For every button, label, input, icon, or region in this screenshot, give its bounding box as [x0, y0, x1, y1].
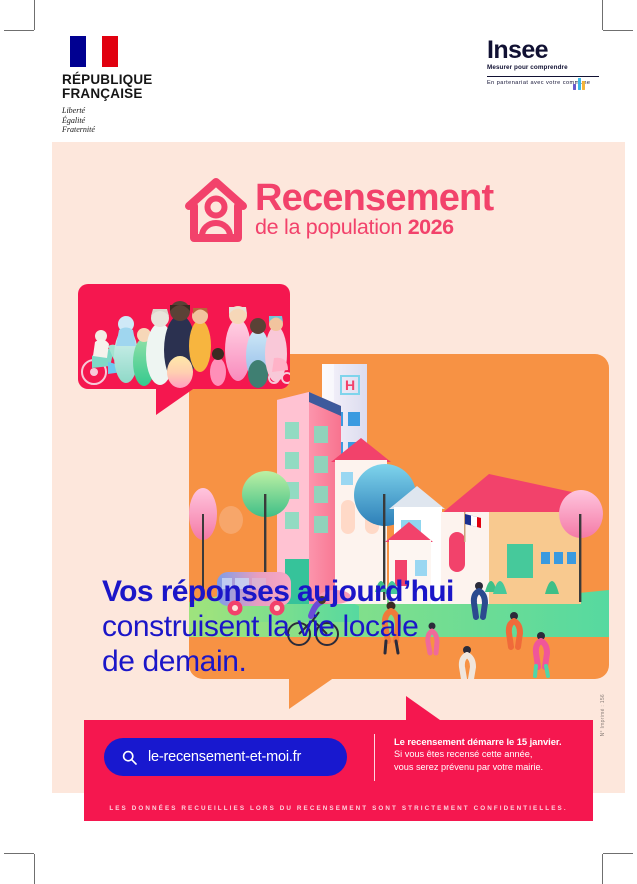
brand-text: Recensement de la population 2026	[255, 177, 494, 239]
campaign-info: Le recensement démarre le 15 janvier. Si…	[394, 735, 589, 773]
campaign-note-line-1: Si vous êtes recensé cette année,	[394, 749, 533, 759]
headline: Vos réponses aujourd’hui construisent la…	[102, 574, 572, 679]
brand-subtitle: de la population 2026	[255, 216, 493, 239]
cta-banner: le-recensement-et-moi.fr Le recensement …	[84, 696, 593, 795]
city-illustration: H	[189, 354, 609, 679]
headline-line-2: construisent la vie locale	[102, 610, 419, 643]
french-flag-icon	[70, 36, 118, 67]
people-speech-bubble	[78, 284, 290, 415]
svg-text:H: H	[345, 377, 355, 393]
insee-partner-line: En partenariat avec votre commune	[487, 80, 591, 86]
print-credit: N° Imprimé : 156	[600, 694, 606, 737]
crop-mark-top-left-v	[34, 0, 35, 30]
headline-line-1: Vos réponses aujourd’hui	[102, 575, 454, 608]
crop-mark-top-right-h	[603, 30, 633, 31]
insee-bars-icon	[573, 77, 587, 90]
motto-liberte: Liberté	[62, 106, 86, 115]
insee-tagline: Mesurer pour comprendre	[487, 64, 568, 71]
city-bubble-tail	[289, 677, 335, 709]
insee-divider	[487, 76, 599, 77]
people-illustration	[78, 284, 290, 389]
confidentiality-notice: LES DONNÉES RECUEILLIES LORS DU RECENSEM…	[109, 804, 568, 812]
people-bubble-tail	[156, 387, 196, 415]
city-speech-bubble: H	[189, 354, 609, 709]
header: RÉPUBLIQUE FRANÇAISE Liberté Égalité Fra…	[0, 0, 637, 134]
rf-line2: FRANÇAISE	[62, 85, 143, 101]
crop-mark-top-left-h	[4, 30, 34, 31]
website-search-pill[interactable]: le-recensement-et-moi.fr	[104, 738, 347, 776]
campaign-note-line-2: vous serez prévenu par votre mairie.	[394, 761, 544, 772]
republique-francaise-title: RÉPUBLIQUE FRANÇAISE	[62, 73, 182, 100]
poster-panel: Recensement de la population 2026	[52, 142, 625, 821]
republique-francaise-logo: RÉPUBLIQUE FRANÇAISE Liberté Égalité Fra…	[62, 36, 182, 135]
banner-divider	[374, 734, 375, 781]
search-icon	[122, 750, 137, 765]
republique-motto: Liberté Égalité Fraternité	[62, 106, 182, 135]
crop-mark-top-right-v	[602, 0, 603, 30]
crop-mark-bottom-right-v	[602, 854, 603, 884]
rf-line1: RÉPUBLIQUE	[62, 72, 153, 87]
confidentiality-strip	[84, 795, 593, 821]
brand-subtitle-prefix: de la population	[255, 215, 408, 239]
headline-line-3: de demain.	[102, 645, 247, 678]
crop-mark-bottom-right-h	[603, 853, 633, 854]
website-url: le-recensement-et-moi.fr	[148, 749, 302, 765]
crop-mark-bottom-left-h	[4, 853, 34, 854]
cta-banner-tail	[406, 696, 440, 720]
insee-logo: Insee Mesurer pour comprendre En partena…	[487, 36, 599, 90]
brand-lockup: Recensement de la population 2026	[185, 176, 494, 248]
house-person-icon	[185, 176, 247, 244]
insee-wordmark: Insee	[487, 36, 549, 64]
campaign-start-date: Le recensement démarre le 15 janvier.	[394, 736, 562, 747]
brand-year: 2026	[407, 215, 454, 239]
brand-title: Recensement	[255, 177, 494, 219]
motto-fraternite: Fraternité	[62, 125, 95, 134]
motto-egalite: Égalité	[62, 115, 86, 125]
crop-mark-bottom-left-v	[34, 854, 35, 884]
